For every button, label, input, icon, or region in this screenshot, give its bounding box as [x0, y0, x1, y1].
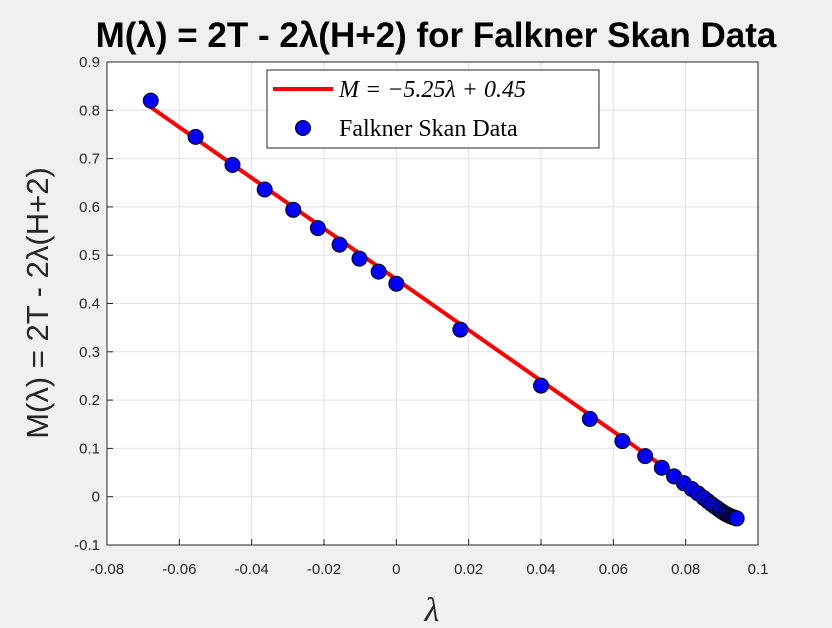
legend: M = −5.25λ + 0.45 Falkner Skan Data — [266, 69, 600, 149]
data-point — [351, 250, 368, 267]
x-tick-label: -0.08 — [90, 561, 124, 578]
x-tick-label: -0.04 — [235, 561, 269, 578]
y-axis-label: M(λ) = 2T - 2λ(H+2) — [20, 167, 55, 439]
data-point — [187, 128, 204, 145]
data-point — [142, 92, 159, 109]
data-point — [388, 275, 405, 292]
axes: -0.08 -0.06 -0.04 -0.02 0 0.02 0.04 0.06 0.08 0.1… — [74, 54, 768, 578]
data-point — [728, 510, 745, 527]
y-tick-label: 0 — [92, 489, 100, 506]
y-tick-label: 0.8 — [79, 102, 100, 119]
data-point — [614, 433, 631, 450]
data-point — [256, 181, 273, 198]
data-point — [331, 236, 348, 253]
x-tick-label: 0.06 — [599, 561, 628, 578]
y-tick-label: 0.5 — [79, 247, 100, 264]
y-tick-label: 0.1 — [79, 440, 100, 457]
series-layer — [142, 92, 745, 527]
y-tick-label: 0.4 — [79, 296, 100, 313]
y-tick-label: 0.2 — [79, 392, 100, 409]
legend-box — [266, 69, 600, 149]
plot-border — [106, 61, 759, 546]
y-tick-label: 0.3 — [79, 344, 100, 361]
chart-title: M(λ) = 2T - 2λ(H+2) for Falkner Skan Dat… — [96, 16, 777, 55]
x-tick-label: 0.02 — [454, 561, 483, 578]
x-tick-label: 0.1 — [748, 561, 769, 578]
legend-marker-swatch — [295, 120, 311, 136]
data-point — [533, 377, 549, 394]
data-point — [452, 321, 469, 338]
data-point — [309, 220, 326, 237]
data-point — [653, 459, 670, 476]
data-point — [285, 201, 302, 218]
x-tick-label: -0.06 — [162, 561, 196, 578]
legend-entry-data: Falkner Skan Data — [339, 116, 518, 142]
y-tick-label: 0.7 — [79, 151, 100, 168]
data-point — [370, 263, 387, 280]
data-point — [637, 448, 654, 465]
x-axis-label: λ — [424, 592, 440, 628]
x-tick-label: -0.02 — [307, 561, 341, 578]
data-point — [581, 410, 598, 427]
x-tick-label: 0.08 — [671, 561, 700, 578]
data-point — [224, 156, 241, 173]
y-tick-label: 0.9 — [79, 54, 100, 71]
y-tick-label: 0.6 — [79, 199, 100, 216]
x-tick-label: 0 — [392, 561, 400, 578]
legend-entry-fit: M = −5.25λ + 0.45 — [338, 77, 526, 103]
y-tick-label: -0.1 — [74, 537, 100, 554]
x-tick-label: 0.04 — [526, 561, 555, 578]
